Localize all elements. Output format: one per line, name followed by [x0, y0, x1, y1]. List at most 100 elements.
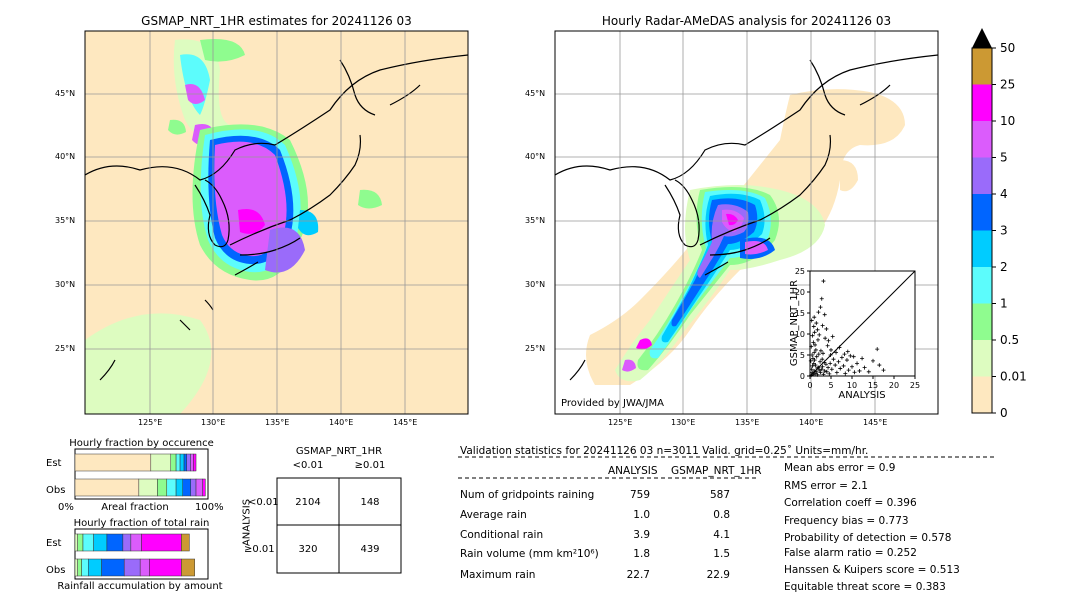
colorbar-labels: 0 0.01 0.5 1 2 3 4 5 10 25 50: [992, 41, 1027, 420]
colorbar-segments: [971, 47, 993, 414]
fraction-bar-segment: [74, 478, 140, 497]
colorbar-segment: [972, 376, 992, 413]
scatter-point: [860, 356, 865, 361]
left-map: [84, 30, 469, 415]
scatter-point: [821, 279, 826, 284]
scatter-point: [815, 337, 820, 342]
colorbar-label: 1: [1000, 297, 1008, 311]
scatter-point: [862, 365, 867, 370]
left-lat-label: 45°N: [55, 89, 76, 98]
colorbar-label: 0: [1000, 406, 1008, 420]
colorbar-segment: [972, 267, 992, 304]
fraction-bar-segment: [82, 533, 94, 552]
validation-row-label: Rain volume (mm km²10⁶): [460, 548, 599, 560]
scatter-x-tick-label: 0: [807, 381, 812, 390]
fraction-bar-segment: [179, 453, 185, 472]
fraction-bar-segment: [182, 478, 191, 497]
validation-row-gsmap: 587: [709, 489, 730, 501]
scatter-point: [808, 358, 813, 363]
fraction-bar-segment: [74, 533, 78, 552]
occurrence-chart-title: Hourly fraction by occurence: [69, 438, 214, 449]
scatter-point: [828, 353, 833, 357]
scatter-point: [826, 365, 831, 370]
total-rain-chart-title: Hourly fraction of total rain: [73, 518, 210, 529]
scatter-point: [827, 371, 832, 376]
scatter-point: [831, 357, 836, 362]
left-lat-label: 40°N: [55, 152, 76, 161]
scatter-x-tick-label: 20: [889, 381, 899, 390]
colorbar-label: 10: [1000, 114, 1015, 128]
scatter-point: [810, 363, 815, 368]
scatter-point: [811, 324, 816, 329]
left-map-gridlines: [85, 31, 468, 414]
scatter-point: [809, 344, 814, 349]
scatter-point: [819, 296, 824, 301]
scatter-point: [826, 338, 831, 343]
left-lon-label: 135°E: [265, 418, 290, 427]
scatter-point: [812, 350, 817, 355]
scatter-point: [809, 367, 814, 372]
colorbar-segment: [972, 84, 992, 121]
fraction-bar-segment: [195, 478, 203, 497]
validation-row-analysis: 3.9: [633, 529, 650, 541]
left-lat-label: 25°N: [55, 344, 76, 353]
scatter-point: [818, 359, 823, 364]
total-rain-x-label: Rainfall accumulation by amount: [57, 581, 222, 592]
colorbar-label: 0.01: [1000, 370, 1027, 384]
scatter-y-tick-label: 25: [795, 267, 805, 276]
fraction-bar-segment: [81, 558, 89, 577]
validation-row-label: Average rain: [460, 509, 527, 521]
scatter-point: [816, 352, 821, 357]
fraction-bar-segment: [157, 478, 168, 497]
fraction-bar-segment: [150, 453, 172, 472]
contingency-col-ge: ≥0.01: [354, 460, 386, 471]
scatter-point: [821, 351, 826, 356]
left-lon-label: 130°E: [201, 418, 226, 427]
score-ets: Equitable threat score = 0.383: [784, 581, 946, 593]
score-frequency-bias: Frequency bias = 0.773: [784, 515, 909, 527]
left-lat-label: 30°N: [55, 280, 76, 289]
scatter-point: [813, 342, 818, 347]
right-lon-label: 135°E: [735, 418, 760, 427]
fraction-bar-segment: [190, 453, 194, 472]
validation-row-label: Conditional rain: [460, 529, 544, 541]
scatter-point: [833, 363, 838, 368]
colorbar-segment: [972, 121, 992, 158]
fraction-bar-segment: [101, 558, 125, 577]
validation-row-analysis: 22.7: [626, 569, 650, 581]
fraction-bar-segment: [123, 558, 141, 577]
validation-col-gsmap: GSMAP_NRT_1HR: [671, 465, 762, 477]
scatter-point: [848, 353, 853, 358]
validation-row-analysis: 1.0: [633, 509, 650, 521]
right-lon-label: 125°E: [608, 418, 633, 427]
scatter-point: [822, 368, 827, 373]
scatter-diagonal: [809, 270, 916, 377]
scatter-point: [824, 369, 829, 374]
scatter-point: [877, 363, 882, 368]
scatter-y-tick-label: 20: [795, 288, 805, 297]
validation-row-gsmap: 1.5: [713, 548, 730, 560]
scatter-point: [829, 347, 833, 352]
validation-row-gsmap: 22.9: [706, 569, 730, 581]
scatter-point: [829, 367, 834, 372]
validation-row-analysis: 759: [629, 489, 650, 501]
fraction-bar-segment: [181, 533, 190, 552]
fraction-bar-segment: [175, 453, 181, 472]
score-correlation: Correlation coeff = 0.396: [784, 497, 917, 509]
fraction-bar-segment: [175, 478, 183, 497]
scatter-x-tick-label: 10: [847, 381, 857, 390]
colorbar-label: 2: [1000, 260, 1008, 274]
scatter-point: [855, 361, 860, 366]
scatter-point: [871, 358, 875, 363]
scatter-y-tick-label: 5: [800, 351, 805, 360]
scatter-y-tick-label: 15: [795, 309, 805, 318]
scatter-point: [819, 367, 824, 372]
occurrence-bars: [74, 453, 206, 497]
scatter-point: [814, 321, 819, 326]
fraction-bar-segment: [74, 453, 152, 472]
scatter-point: [818, 370, 823, 375]
contingency-col-lt: <0.01: [292, 460, 324, 471]
total-rain-bar-chart: Est Obs Rainfall accumulation by amount: [46, 528, 223, 592]
left-lon-label: 140°E: [329, 418, 354, 427]
validation-dividers: [458, 456, 996, 479]
